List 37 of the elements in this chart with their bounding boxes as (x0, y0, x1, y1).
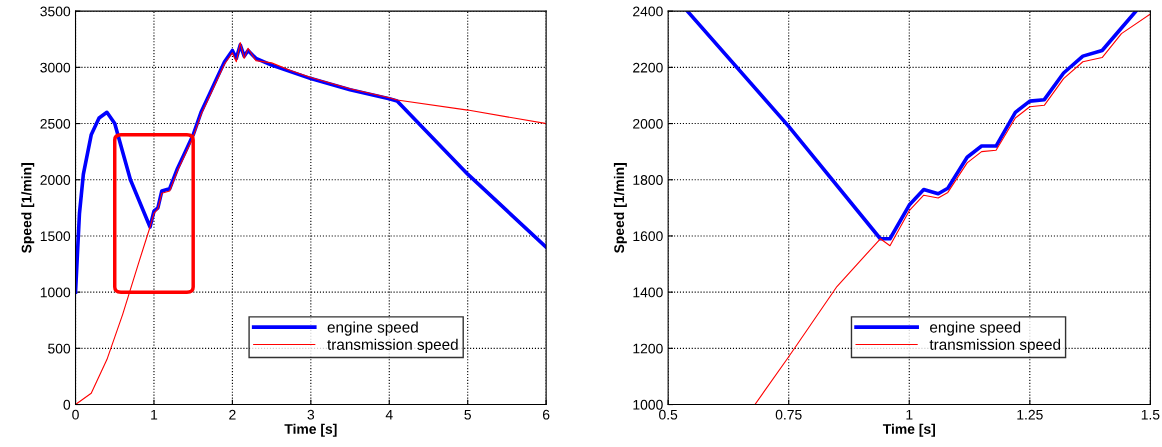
y-tick-label: 2500 (40, 118, 71, 129)
y-tick-label: 1400 (633, 287, 663, 298)
x-tick-label: 0.5 (659, 409, 678, 420)
y-tick-label: 1800 (633, 175, 663, 185)
x-tick-label: 6 (542, 409, 550, 420)
line-series (685, 11, 1138, 241)
y-tick-label: 500 (48, 343, 71, 354)
y-axis-title: Speed [1/min] (21, 163, 35, 253)
legend-label: transmission speed (327, 338, 458, 353)
x-tick-label: 0.75 (775, 409, 802, 420)
y-tick-label: 2200 (633, 62, 663, 73)
y-tick-label: 3000 (40, 62, 71, 73)
x-tick-label: 1.5 (1141, 409, 1160, 420)
y-tick-label: 2000 (40, 175, 71, 185)
x-tick-label: 5 (464, 409, 471, 420)
legend-label: engine speed (327, 321, 418, 336)
y-tick-label: 1000 (633, 399, 663, 410)
x-axis-title: Time [s] (882, 423, 935, 437)
y-tick-label: 1200 (633, 343, 663, 354)
x-tick-label: 1 (906, 409, 913, 420)
y-axis-title: Speed [1/min] (613, 163, 627, 253)
x-axis-title: Time [s] (284, 423, 337, 437)
y-tick-label: 1000 (40, 287, 71, 298)
legend-label: engine speed (930, 321, 1021, 336)
x-tick-label: 1 (151, 409, 158, 420)
y-tick-label: 2400 (633, 6, 663, 17)
y-tick-label: 1600 (633, 231, 663, 242)
x-tick-label: 2 (229, 409, 236, 420)
x-tick-label: 0 (72, 409, 79, 420)
x-tick-label: 1.25 (1017, 409, 1043, 420)
y-tick-label: 2000 (633, 118, 663, 129)
legend-label: transmission speed (929, 338, 1061, 353)
y-tick-label: 0 (63, 399, 71, 410)
x-tick-label: 3 (307, 409, 315, 420)
y-tick-label: 1500 (40, 231, 71, 242)
x-tick-label: 4 (385, 409, 393, 420)
y-tick-label: 3500 (40, 6, 71, 17)
